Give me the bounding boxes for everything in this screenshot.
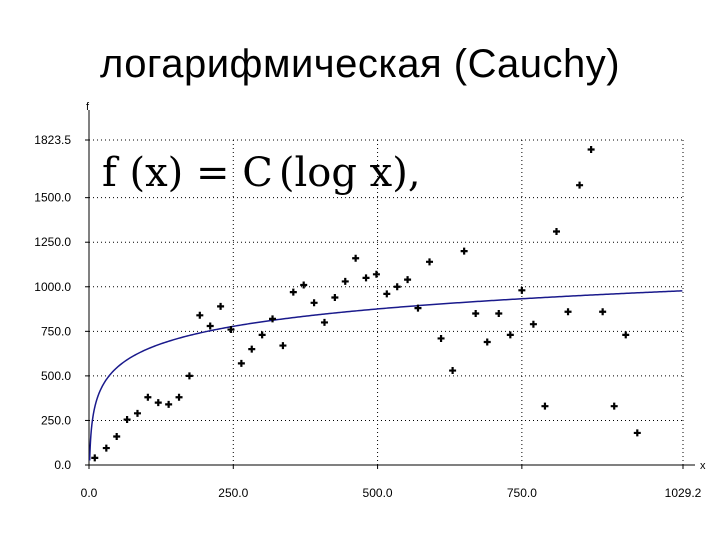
formula-close-paren: )	[392, 150, 408, 196]
data-point	[352, 254, 360, 262]
data-point	[341, 277, 349, 285]
formula-tail: ,	[408, 150, 421, 196]
y-tick-label: 1500.0	[34, 191, 71, 205]
data-point	[404, 276, 412, 284]
data-point	[154, 399, 162, 407]
data-point	[541, 402, 549, 410]
x-tick-label: 0.0	[81, 486, 98, 500]
fit-curve	[88, 290, 683, 461]
formula-annotation: f (x) = C (log x),	[102, 150, 421, 196]
data-point	[206, 322, 214, 330]
data-point	[175, 393, 183, 401]
x-tick-label: 1029.2	[665, 486, 702, 500]
data-point	[102, 444, 110, 452]
data-point	[310, 299, 318, 307]
x-axis-label: x	[700, 460, 706, 472]
svg-text:f (x) = C(log x),: f (x) = C (log x),	[102, 150, 421, 196]
data-point	[196, 311, 204, 319]
data-point	[437, 334, 445, 342]
data-point	[237, 359, 245, 367]
data-point	[393, 283, 401, 291]
data-point	[622, 331, 630, 339]
data-point	[144, 393, 152, 401]
formula-arg: log x	[294, 150, 392, 196]
data-point	[227, 326, 235, 334]
data-point	[460, 247, 468, 255]
data-point	[383, 290, 391, 298]
slide-title: логарифмическая (Cauchy)	[99, 42, 621, 86]
data-point	[123, 416, 131, 424]
x-tick-label: 750.0	[507, 486, 537, 500]
data-point	[449, 367, 457, 375]
data-point	[564, 308, 572, 316]
y-tick-label: 750.0	[41, 324, 71, 338]
data-point	[426, 258, 434, 266]
data-point	[372, 270, 380, 278]
y-tick-label: 1000.0	[34, 280, 71, 294]
data-point	[320, 318, 328, 326]
formula-open-paren: (	[279, 150, 295, 196]
tick-labels: 0.0 250.0 500.0 750.0 1029.2 0.0 250.0 500.0 750…	[34, 133, 701, 500]
data-point	[289, 288, 297, 296]
data-point	[529, 320, 537, 328]
data-point	[414, 304, 422, 312]
data-point	[483, 338, 491, 346]
x-tick-label: 250.0	[218, 486, 248, 500]
data-point	[217, 302, 225, 310]
axes	[85, 110, 695, 469]
y-tick-label: 0.0	[54, 458, 71, 472]
data-point	[248, 345, 256, 353]
data-point	[331, 293, 339, 301]
y-axis-label: f	[86, 101, 90, 113]
formula-lhs: f (x) = C	[102, 150, 273, 196]
data-point	[587, 146, 595, 154]
y-tick-label: 250.0	[41, 413, 71, 427]
data-point	[506, 331, 514, 339]
data-point	[362, 274, 370, 282]
data-point	[495, 310, 503, 318]
data-point	[133, 409, 141, 417]
data-point	[633, 429, 641, 437]
data-point	[91, 454, 99, 462]
data-point	[165, 400, 173, 408]
data-points	[91, 146, 641, 462]
x-tick-label: 500.0	[363, 486, 393, 500]
data-point	[300, 281, 308, 289]
data-point	[576, 181, 584, 189]
data-point	[185, 372, 193, 380]
y-tick-label: 1823.5	[34, 133, 71, 147]
y-tick-label: 500.0	[41, 369, 71, 383]
data-point	[113, 432, 121, 440]
data-point	[599, 308, 607, 316]
data-point	[610, 402, 618, 410]
data-point	[518, 286, 526, 294]
data-point	[258, 331, 266, 339]
data-point	[269, 315, 277, 323]
data-point	[472, 310, 480, 318]
y-tick-label: 1250.0	[34, 235, 71, 249]
data-point	[552, 228, 560, 236]
data-point	[279, 342, 287, 350]
